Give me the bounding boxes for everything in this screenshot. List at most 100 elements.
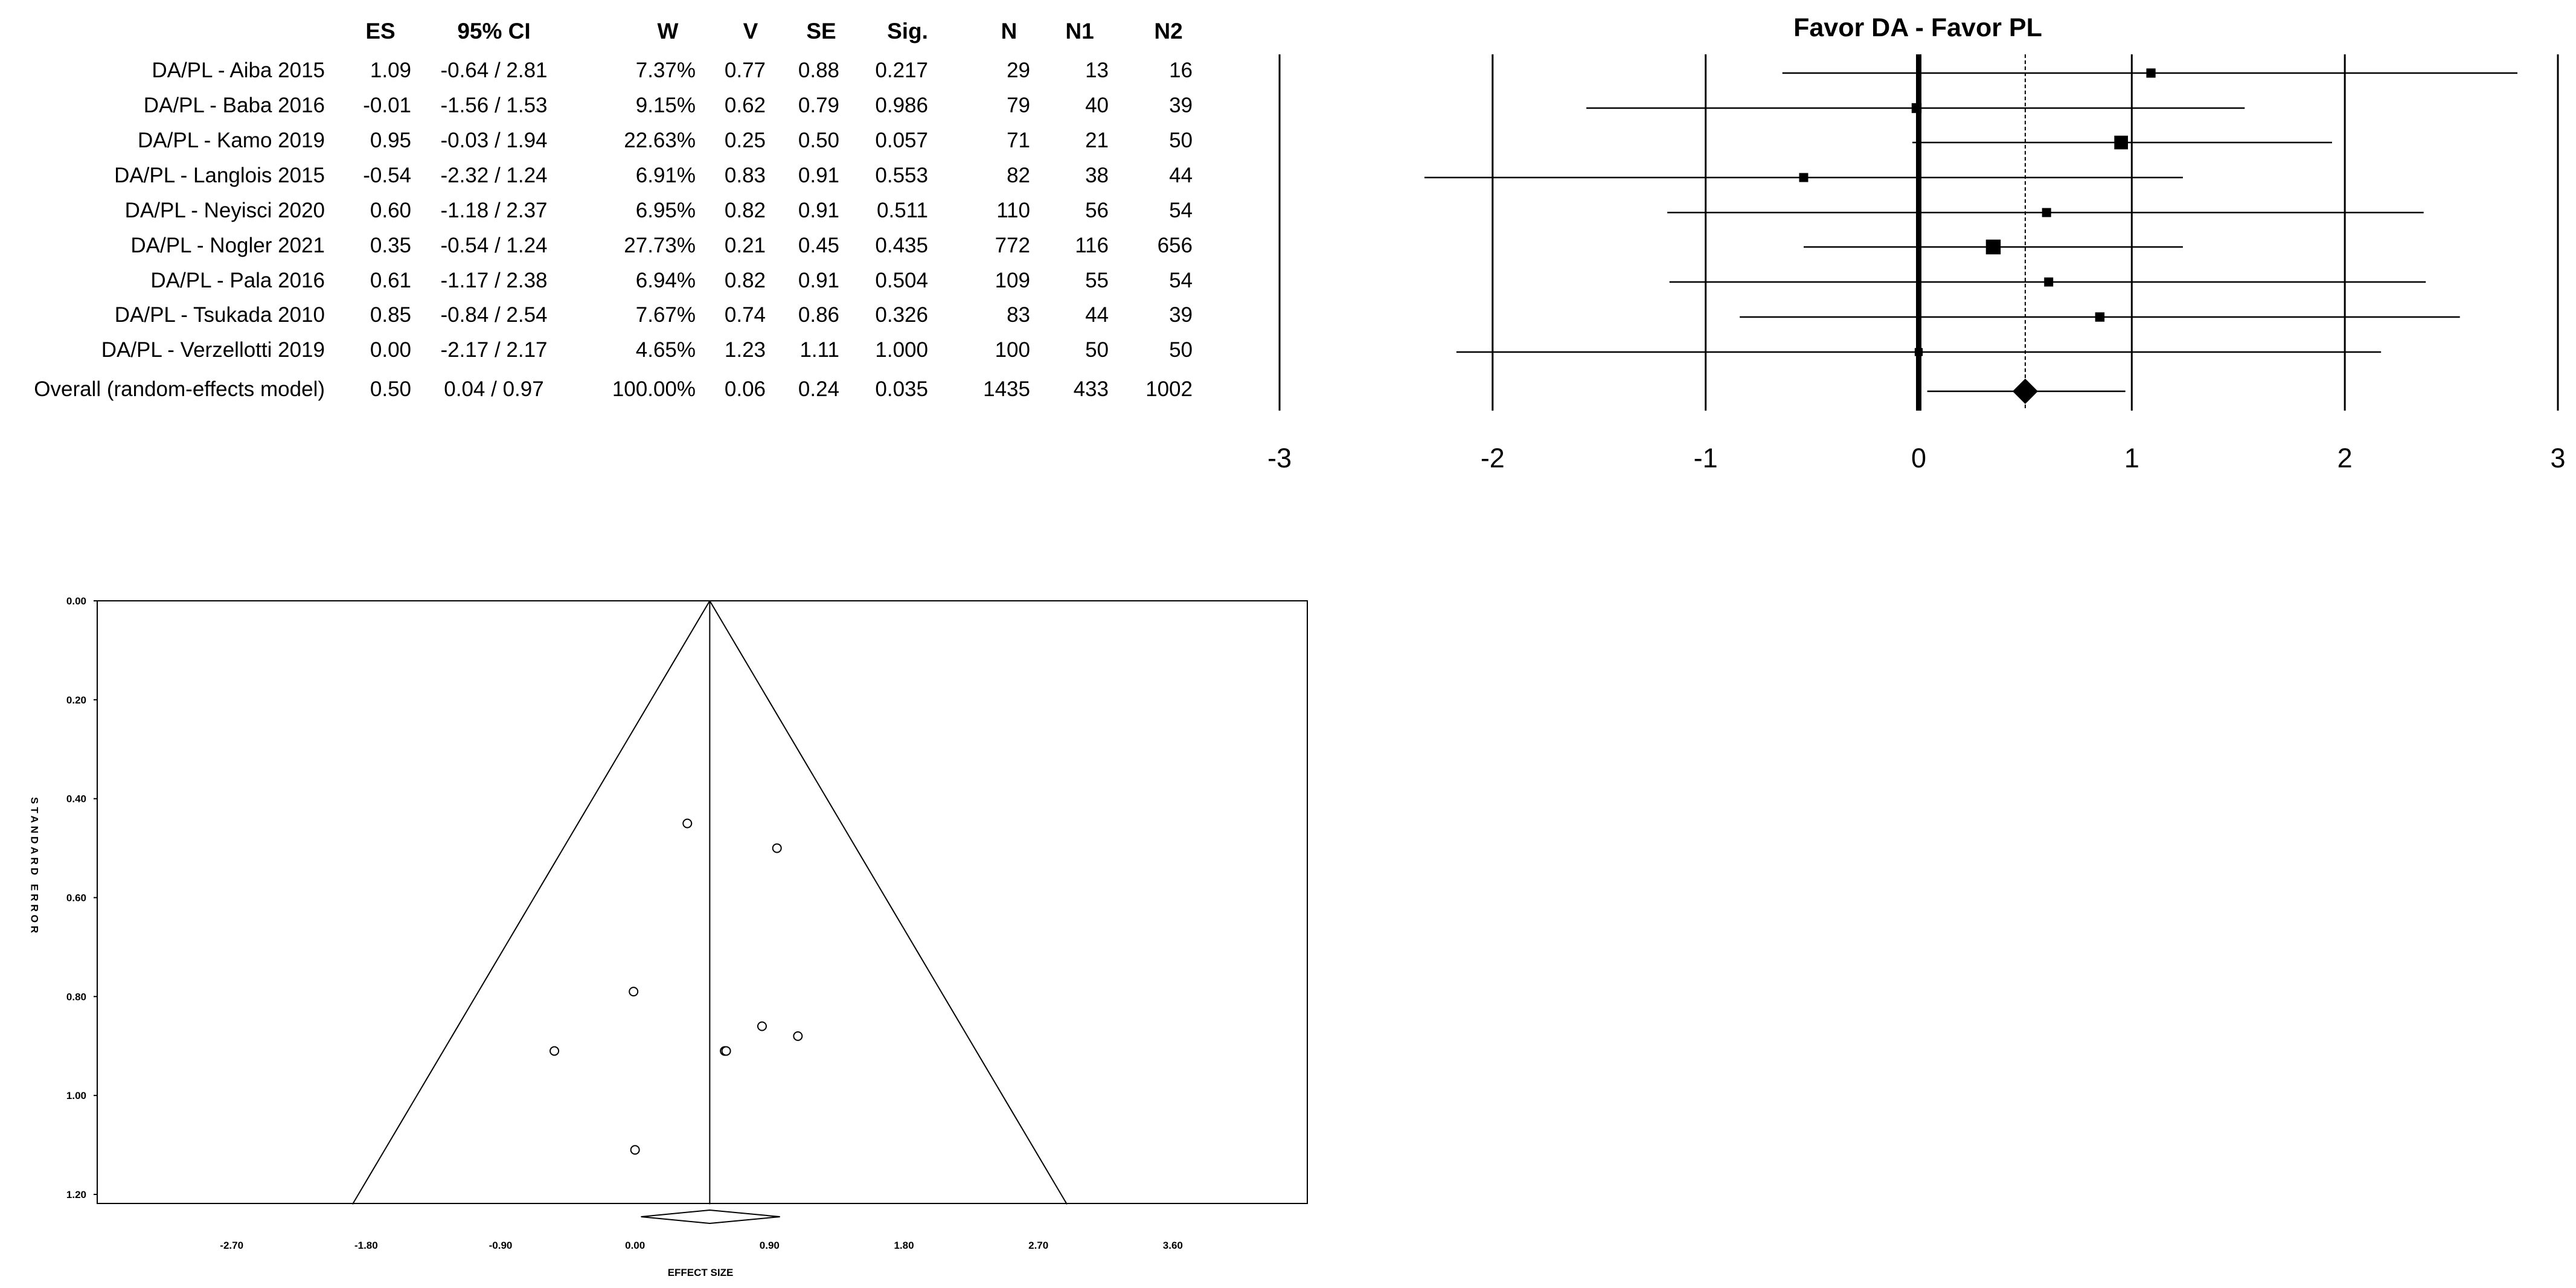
col-header-sig: Sig. xyxy=(887,19,928,43)
col-header-se: SE xyxy=(806,19,836,43)
cell-n1: 21 xyxy=(1085,129,1109,152)
funnel-plot-y-axis-label: STANDARD ERROR xyxy=(29,797,40,936)
study-label: DA/PL - Neyisci 2020 xyxy=(125,199,325,222)
table-row: DA/PL - Langlois 2015 -0.54 -2.32 / 1.24… xyxy=(114,164,1193,187)
cell-se: 0.91 xyxy=(798,199,839,222)
effect-marker xyxy=(1985,239,2001,255)
cell-se: 0.24 xyxy=(798,377,839,401)
x-tick-label: -2 xyxy=(1481,443,1505,473)
funnel-plot-x-ticks: -2.70 -1.80 -0.90 0.00 0.90 1.80 2.70 3.60 xyxy=(220,1240,1183,1251)
cell-es: 0.95 xyxy=(370,129,411,152)
cell-variance: 0.06 xyxy=(725,377,766,401)
cell-n1: 116 xyxy=(1075,234,1109,257)
cell-ci: -0.84 / 2.54 xyxy=(440,303,547,327)
cell-variance: 0.62 xyxy=(725,94,766,117)
effect-marker xyxy=(1799,173,1809,182)
cell-n: 1435 xyxy=(983,377,1030,401)
table-row: DA/PL - Verzellotti 2019 0.00 -2.17 / 2.… xyxy=(101,338,1193,362)
funnel-plot-marks xyxy=(351,600,1068,1225)
cell-variance: 0.82 xyxy=(725,269,766,292)
study-point xyxy=(682,818,693,828)
forest-plot-x-ticks: -3 -2 -1 0 1 2 3 xyxy=(1267,443,2566,473)
cell-n2: 16 xyxy=(1169,59,1193,82)
cell-es: 0.50 xyxy=(370,377,411,401)
cell-n: 110 xyxy=(996,199,1030,222)
cell-weight: 100.00% xyxy=(612,377,696,401)
cell-n: 29 xyxy=(1007,59,1030,82)
col-header-es: ES xyxy=(365,19,395,43)
study-label: DA/PL - Verzellotti 2019 xyxy=(101,338,325,362)
x-tick-label: -0.90 xyxy=(489,1240,513,1251)
effect-marker xyxy=(1911,103,1922,114)
overall-diamond xyxy=(2012,379,2038,404)
cell-n1: 13 xyxy=(1085,59,1109,82)
cell-es: -0.01 xyxy=(363,94,411,117)
effect-marker xyxy=(2146,68,2156,78)
cell-sig: 0.986 xyxy=(875,94,928,117)
col-header-ci: 95% CI xyxy=(457,19,530,43)
col-header-w: W xyxy=(658,19,679,43)
effect-marker xyxy=(2042,208,2051,217)
cell-weight: 22.63% xyxy=(624,129,696,152)
cell-weight: 7.67% xyxy=(636,303,696,327)
cell-sig: 0.511 xyxy=(877,199,928,222)
cell-weight: 27.73% xyxy=(624,234,696,257)
overall-row: Overall (random-effects model) 0.50 0.04… xyxy=(34,377,1193,401)
table-row: DA/PL - Kamo 2019 0.95 -0.03 / 1.94 22.6… xyxy=(138,129,1193,152)
cell-variance: 0.77 xyxy=(725,59,766,82)
table-row: DA/PL - Aiba 2015 1.09 -0.64 / 2.81 7.37… xyxy=(152,59,1193,82)
funnel-plot-y-ticks: 0.00 0.20 0.40 0.60 0.80 1.00 1.20 xyxy=(66,595,97,1200)
y-tick-label: 1.00 xyxy=(66,1090,86,1101)
cell-weight: 6.95% xyxy=(636,199,696,222)
study-label: DA/PL - Tsukada 2010 xyxy=(115,303,325,327)
cell-n1: 50 xyxy=(1085,338,1109,362)
x-tick-label: 3 xyxy=(2550,443,2565,473)
cell-weight: 7.37% xyxy=(636,59,696,82)
col-header-n2: N2 xyxy=(1154,19,1182,43)
forest-plot-marks xyxy=(1424,68,2517,404)
x-tick-label: -1.80 xyxy=(354,1240,378,1251)
cell-sig: 0.553 xyxy=(875,164,928,187)
effect-marker xyxy=(1914,348,1923,356)
cell-sig: 0.217 xyxy=(875,59,928,82)
table-row: DA/PL - Tsukada 2010 0.85 -0.84 / 2.54 7… xyxy=(115,303,1193,327)
cell-weight: 6.91% xyxy=(636,164,696,187)
y-tick-label: 0.40 xyxy=(66,793,86,805)
cell-variance: 0.21 xyxy=(725,234,766,257)
x-tick-label: 2.70 xyxy=(1028,1240,1048,1251)
effect-marker xyxy=(2044,277,2054,287)
cell-ci: -1.17 / 2.38 xyxy=(440,269,547,292)
cell-n2: 50 xyxy=(1169,129,1193,152)
cell-weight: 9.15% xyxy=(636,94,696,117)
cell-n: 82 xyxy=(1007,164,1030,187)
study-label: DA/PL - Pala 2016 xyxy=(150,269,325,292)
cell-sig: 0.435 xyxy=(875,234,928,257)
cell-n2: 54 xyxy=(1169,269,1193,292)
cell-ci: -0.64 / 2.81 xyxy=(440,59,547,82)
cell-ci: -1.56 / 1.53 xyxy=(440,94,547,117)
cell-ci: -1.18 / 2.37 xyxy=(440,199,547,222)
cell-es: 0.61 xyxy=(370,269,411,292)
x-tick-label: 2 xyxy=(2337,443,2353,473)
cell-es: 0.00 xyxy=(370,338,411,362)
cell-es: 0.60 xyxy=(370,199,411,222)
overall-label: Overall (random-effects model) xyxy=(34,377,325,401)
x-tick-label: 0.90 xyxy=(760,1240,780,1251)
cell-variance: 1.23 xyxy=(725,338,766,362)
cell-n1: 44 xyxy=(1085,303,1109,327)
cell-sig: 1.000 xyxy=(875,338,928,362)
cell-n: 109 xyxy=(995,269,1030,292)
cell-weight: 4.65% xyxy=(636,338,696,362)
cell-n2: 54 xyxy=(1169,199,1193,222)
x-tick-label: -2.70 xyxy=(220,1240,243,1251)
cell-n1: 38 xyxy=(1085,164,1109,187)
cell-n2: 50 xyxy=(1169,338,1193,362)
table-row: DA/PL - Neyisci 2020 0.60 -1.18 / 2.37 6… xyxy=(125,199,1193,222)
cell-n1: 56 xyxy=(1085,199,1109,222)
y-tick-label: 0.60 xyxy=(66,892,86,904)
study-point xyxy=(549,1046,560,1056)
cell-n2: 44 xyxy=(1169,164,1193,187)
study-point xyxy=(757,1021,767,1031)
funnel-boundary-left xyxy=(351,600,711,1205)
